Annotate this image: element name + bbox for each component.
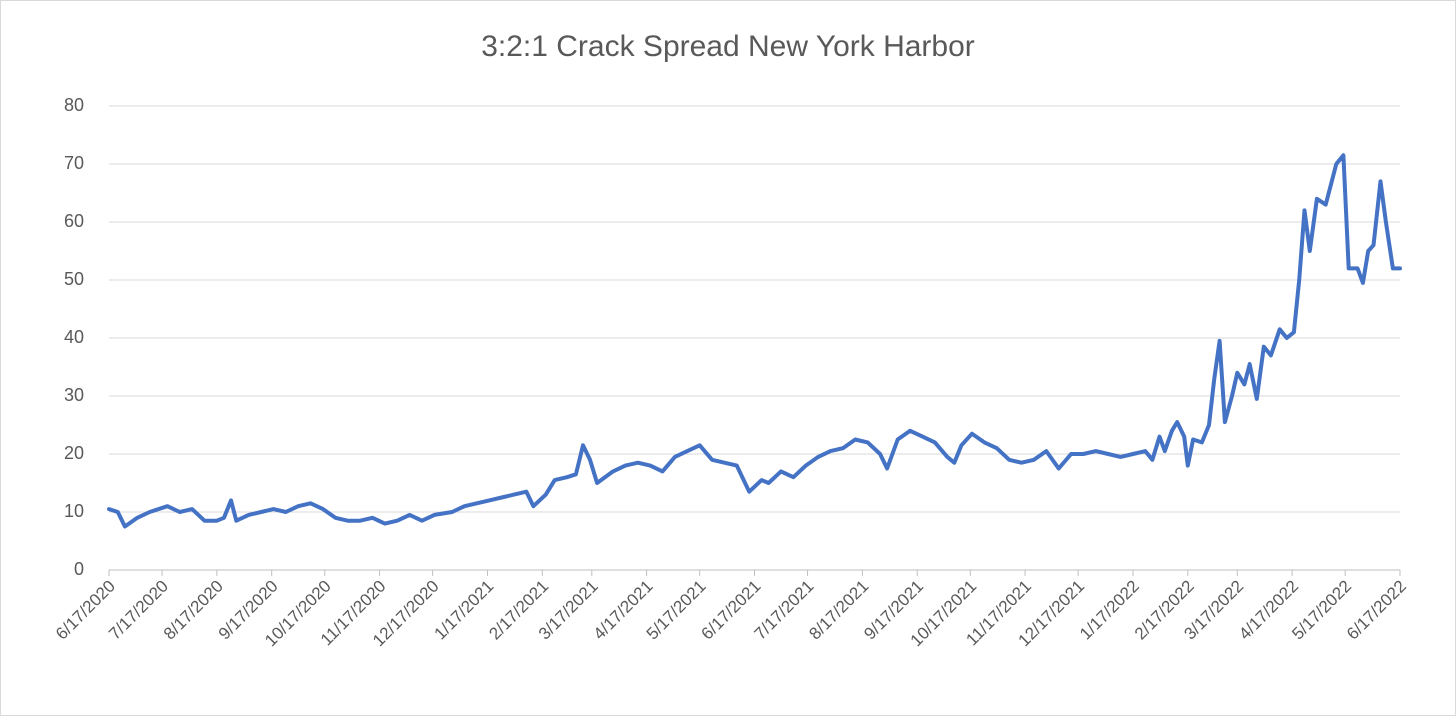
- y-tick-label: 60: [64, 211, 84, 231]
- y-tick-label: 10: [64, 501, 84, 521]
- y-tick-label: 80: [64, 95, 84, 115]
- y-tick-label: 50: [64, 269, 84, 289]
- y-tick-label: 30: [64, 385, 84, 405]
- data-line: [107, 153, 1402, 529]
- y-tick-label: 70: [64, 153, 84, 173]
- y-tick-label: 20: [64, 443, 84, 463]
- chart-title: 3:2:1 Crack Spread New York Harbor: [481, 30, 975, 63]
- y-tick-label: 0: [74, 559, 84, 579]
- y-tick-label: 40: [64, 327, 84, 347]
